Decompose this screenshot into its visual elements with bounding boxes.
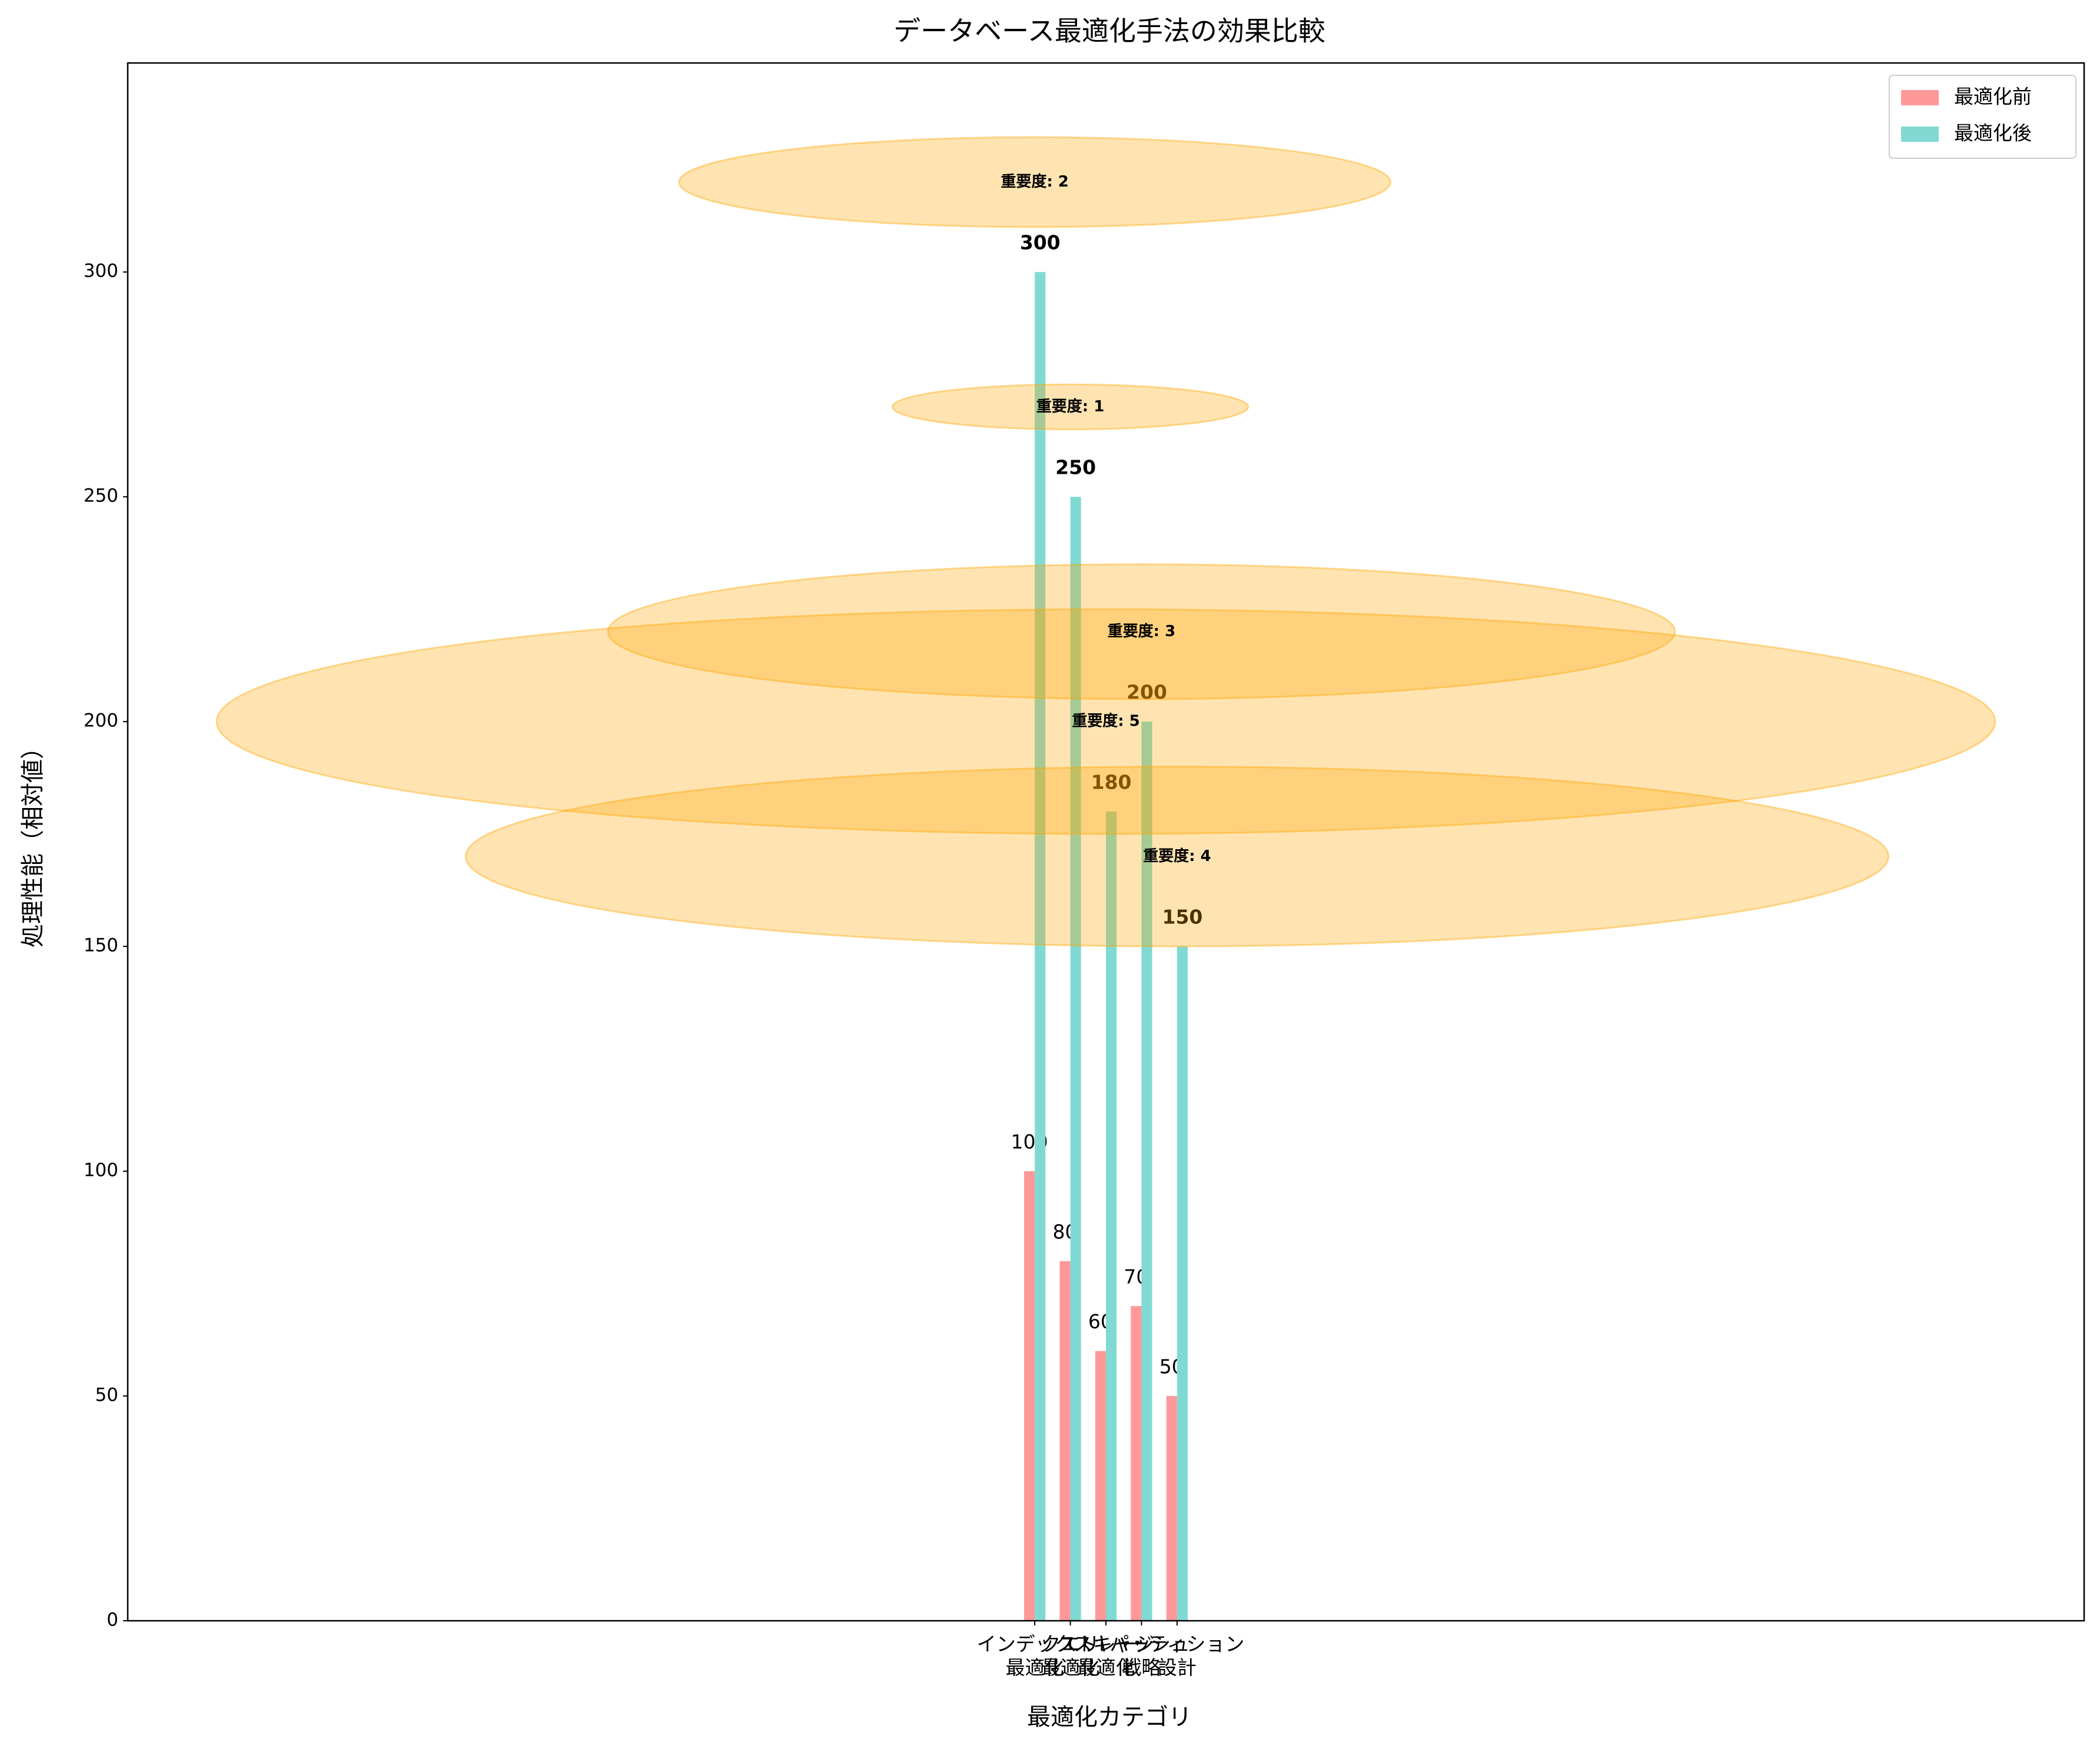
importance-bubble: [607, 563, 1676, 700]
legend-label: 最適化前: [1954, 85, 2032, 108]
bar: [1024, 1171, 1035, 1621]
bar: [1095, 1351, 1106, 1621]
bar: [1131, 1306, 1142, 1621]
y-tick-label: 300: [84, 261, 118, 282]
importance-label: 重要度: 4: [1143, 847, 1211, 865]
bar: [1035, 272, 1046, 1621]
y-tick-label: 100: [84, 1160, 118, 1181]
y-tick-label: 150: [84, 935, 118, 956]
plot-frame: [127, 62, 2085, 1622]
legend-swatch: [1901, 90, 1939, 105]
bar: [1059, 1261, 1071, 1621]
x-tick-label: キャッシュ 戦略: [1092, 1633, 1190, 1679]
y-tick-label: 200: [84, 710, 118, 732]
bar: [1166, 1396, 1177, 1621]
bar: [1106, 811, 1117, 1621]
y-axis-label: 処理性能（相対値）: [19, 736, 46, 948]
importance-label: 重要度: 1: [1036, 397, 1105, 415]
y-tick-label: 0: [107, 1610, 118, 1631]
x-tick-label: パーティション 設計: [1109, 1633, 1245, 1679]
bar: [1070, 497, 1081, 1621]
importance-bubble: [215, 608, 1996, 835]
importance-label: 重要度: 2: [1001, 172, 1069, 191]
x-axis-label: 最適化カテゴリ: [1027, 1704, 1192, 1731]
value-label: 200: [1127, 681, 1167, 704]
value-label: 180: [1091, 770, 1132, 793]
x-tick-label: クエリ 最適化: [1041, 1633, 1100, 1679]
legend-label: 最適化後: [1954, 122, 2032, 145]
importance-bubble: [678, 136, 1391, 228]
y-tick-label: 50: [95, 1385, 118, 1406]
importance-bubble: [464, 766, 1890, 948]
y-tick-label: 250: [84, 486, 118, 507]
value-label: 300: [1020, 231, 1061, 254]
value-label: 250: [1055, 456, 1096, 479]
value-label: 150: [1162, 906, 1202, 929]
importance-bubble: [891, 383, 1250, 431]
bar: [1141, 722, 1152, 1621]
bar: [1177, 946, 1188, 1621]
legend-swatch: [1901, 127, 1939, 142]
chart-title: データベース最適化手法の効果比較: [893, 15, 1325, 47]
importance-label: 重要度: 3: [1108, 622, 1176, 640]
x-tick-label: インデックス 最適化: [976, 1633, 1093, 1679]
importance-label: 重要度: 5: [1072, 712, 1140, 730]
x-tick-label: ストレージ 最適化: [1057, 1633, 1155, 1679]
